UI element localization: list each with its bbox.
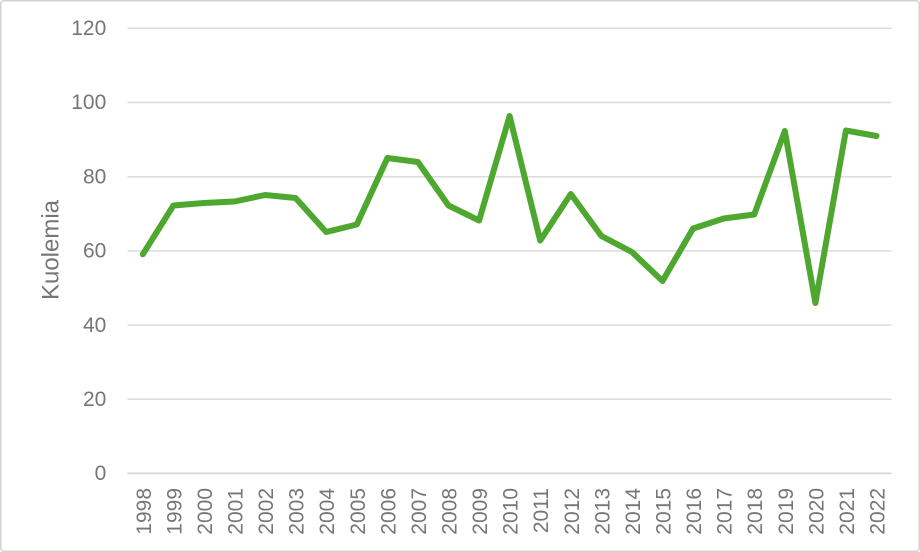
- svg-text:2003: 2003: [286, 488, 309, 535]
- svg-text:2013: 2013: [591, 488, 614, 535]
- svg-text:2008: 2008: [439, 488, 462, 535]
- svg-text:2014: 2014: [622, 488, 645, 535]
- svg-text:100: 100: [71, 91, 106, 114]
- svg-text:2007: 2007: [408, 488, 431, 535]
- svg-text:2005: 2005: [347, 488, 370, 535]
- svg-text:2006: 2006: [377, 488, 400, 535]
- svg-text:20: 20: [83, 388, 106, 411]
- svg-text:2009: 2009: [469, 488, 492, 535]
- svg-text:2010: 2010: [500, 488, 523, 535]
- svg-text:2000: 2000: [194, 488, 217, 535]
- svg-text:Kuolemia: Kuolemia: [38, 199, 65, 300]
- svg-text:2012: 2012: [561, 488, 584, 535]
- svg-text:2021: 2021: [836, 488, 859, 535]
- svg-text:2017: 2017: [714, 488, 737, 535]
- svg-text:2022: 2022: [867, 488, 890, 535]
- svg-text:2015: 2015: [653, 488, 676, 535]
- svg-text:80: 80: [83, 165, 106, 188]
- svg-text:2004: 2004: [316, 488, 339, 535]
- svg-text:2018: 2018: [744, 488, 767, 535]
- svg-text:0: 0: [95, 462, 107, 485]
- svg-text:2019: 2019: [775, 488, 798, 535]
- svg-text:2002: 2002: [255, 488, 278, 535]
- svg-text:1999: 1999: [163, 488, 186, 535]
- svg-text:2016: 2016: [683, 488, 706, 535]
- svg-text:1998: 1998: [133, 488, 156, 535]
- svg-text:120: 120: [71, 17, 106, 40]
- svg-text:60: 60: [83, 240, 106, 263]
- svg-text:40: 40: [83, 314, 106, 337]
- svg-text:2011: 2011: [530, 488, 553, 533]
- svg-text:2020: 2020: [805, 488, 828, 535]
- svg-text:2001: 2001: [225, 488, 248, 535]
